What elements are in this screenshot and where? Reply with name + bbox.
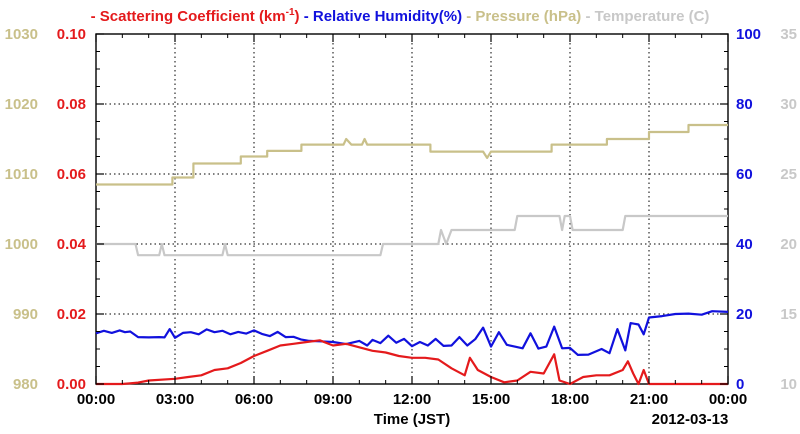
temperature-tick-label: 15 [780, 306, 797, 323]
legend-dash: - [462, 8, 475, 25]
legend-dash: - [581, 8, 594, 25]
humidity-tick-label: 60 [736, 166, 753, 183]
humidity-tick-label: 20 [736, 306, 753, 323]
tick-labels: 00:00 03:00 06:00 09:00 12:00 15:00 18:00 21:00… [5, 26, 797, 408]
pressure-tick-label: 1020 [5, 96, 38, 113]
pressure-tick-label: 1000 [5, 236, 38, 253]
humidity-tick-label: 80 [736, 96, 753, 113]
scattering-tick-label: 0.08 [57, 96, 86, 113]
scattering-tick-label: 0.04 [57, 236, 87, 253]
pressure-tick-label: 1030 [5, 26, 38, 43]
temperature-tick-label: 30 [780, 96, 797, 113]
x-tick-label: 00:00 [77, 391, 115, 408]
scattering-tick-label: 0.06 [57, 166, 86, 183]
legend-label: Scattering Coefficient (km [100, 8, 286, 25]
legend-label: Temperature ( [595, 8, 694, 25]
temperature-tick-label: 35 [780, 26, 797, 43]
pressure-tick-label: 980 [13, 376, 38, 393]
x-tick-label: 03:00 [156, 391, 194, 408]
x-tick-label: 15:00 [472, 391, 510, 408]
x-tick-label: 12:00 [393, 391, 431, 408]
x-tick-label: 21:00 [630, 391, 668, 408]
x-tick-label: 06:00 [235, 391, 273, 408]
legend-label: Relative Humidity(%) [313, 8, 462, 25]
legend-suffix: ) [295, 8, 300, 25]
legend: - Scattering Coefficient (km-1) - Relati… [91, 7, 710, 25]
humidity-tick-label: 100 [736, 26, 761, 43]
x-tick-label: 00:00 [709, 391, 747, 408]
legend-suffix: C) [694, 8, 710, 25]
x-tick-label: 09:00 [314, 391, 352, 408]
series-line-temperature [96, 214, 728, 257]
series-line-humidity [95, 310, 729, 356]
legend-text: - Scattering Coefficient (km-1) - Relati… [91, 7, 710, 25]
series-layer [95, 123, 729, 386]
x-axis-title: Time (JST) [374, 411, 450, 428]
temperature-tick-label: 20 [780, 236, 797, 253]
legend-label: Pressure (hPa) [475, 8, 581, 25]
humidity-tick-label: 0 [736, 376, 744, 393]
tick-marks [95, 33, 729, 385]
pressure-tick-label: 1010 [5, 166, 38, 183]
scattering-tick-label: 0.00 [57, 376, 86, 393]
legend-dash: - [300, 8, 313, 25]
date-label: 2012-03-13 [652, 411, 729, 428]
temperature-tick-label: 25 [780, 166, 797, 183]
x-tick-label: 18:00 [551, 391, 589, 408]
scattering-tick-label: 0.10 [57, 26, 86, 43]
pressure-tick-label: 990 [13, 306, 38, 323]
series-line-scattering [96, 339, 728, 386]
series-line-pressure [96, 123, 728, 186]
temperature-tick-label: 10 [780, 376, 797, 393]
legend-superscript: -1 [286, 7, 295, 18]
humidity-tick-label: 40 [736, 236, 753, 253]
scattering-tick-label: 0.02 [57, 306, 86, 323]
legend-dash: - [91, 8, 100, 25]
